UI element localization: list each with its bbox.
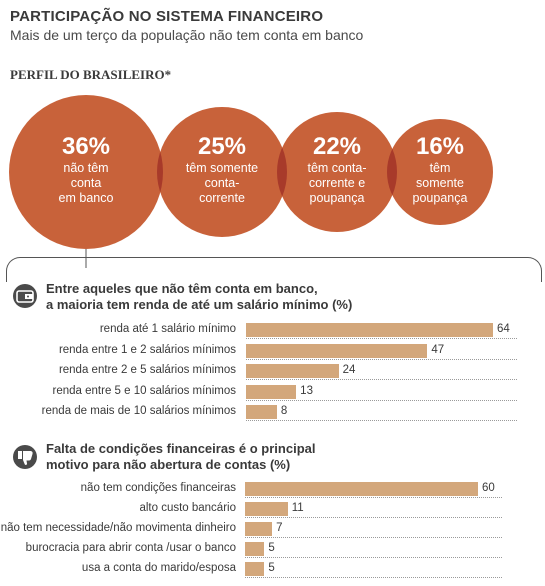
reason-label-5: usa a conta do marido/esposa [81,562,236,574]
income-row-line-2 [246,358,517,360]
income-row-line-5 [246,420,517,421]
reason-label-3: não tem necessidade/não movimenta dinhei… [0,522,236,534]
reason-value-2: 11 [291,502,304,514]
section1-heading: Entre aqueles que não têm conta em banco… [46,281,506,313]
bubble-4 [387,119,493,225]
perfil-title: PERFIL DO BRASILEIRO* [10,67,172,82]
reason-label-4: burocracia para abrir conta /usar o banc… [25,542,236,554]
reason-value-5: 5 [268,562,275,574]
income-label-1: renda até 1 salário mínimo [99,323,236,335]
reason-value-1: 60 [482,482,495,494]
bubble-label-1-line-3: em banco [59,191,114,205]
section-frame [6,257,542,282]
bubble-2 [157,107,287,237]
income-value-1: 64 [497,323,510,335]
section2-heading-line1: Falta de condições financeiras é o princ… [46,441,316,456]
bubble-label-3-line-3: poupança [310,191,365,205]
income-value-5: 8 [280,405,288,417]
bubble-3 [277,112,397,232]
bubble-value-3: 22% [313,133,361,160]
reason-row-line-2 [245,517,502,518]
income-row-line-3 [246,379,517,380]
bubble-label-2-line-1: têm somente [186,161,258,175]
reason-value-3: 7 [276,522,283,534]
income-bar-3 [246,364,339,378]
income-row-line-1 [246,338,517,339]
bubble-label-4-line-2: somente [416,176,464,190]
page-subtitle: Mais de um terço da população não tem co… [10,27,364,43]
bubble-label-3-line-2: corrente e [309,176,365,190]
income-bar-1 [246,323,493,337]
bubble-label-4-line-3: poupança [413,191,468,205]
bubble-label-3-line-1: têm conta- [307,161,366,175]
section1-heading-line2: a maioria tem renda de até um salário mí… [46,297,353,312]
reason-bar-5 [245,562,265,576]
bubble-label-1-line-1: não têm [63,161,108,175]
reason-bar-1 [245,482,478,496]
page-title: PARTICIPAÇÃO NO SISTEMA FINANCEIRO [10,8,324,25]
section2-heading: Falta de condições financeiras é o princ… [46,441,506,473]
income-label-2: renda entre 1 e 2 salários mínimos [58,343,236,356]
bubble-label-2-line-2: conta- [205,176,240,190]
bubble-value-1: 36% [62,133,110,160]
reason-value-4: 5 [268,542,275,554]
income-row-line-4 [246,399,517,401]
reason-bar-3 [245,522,273,536]
bubble-label-1-line-2: conta [71,176,102,190]
section1-heading-line1: Entre aqueles que não têm conta em banco… [46,281,318,296]
bubble-label-2-line-3: corrente [199,191,245,205]
income-value-4: 13 [300,384,313,397]
income-value-3: 24 [342,364,356,376]
reason-row-line-1 [245,497,502,498]
income-bar-5 [246,405,277,419]
bubble-value-2: 25% [198,133,246,160]
reason-row-line-5 [245,577,502,578]
reason-bar-2 [245,502,288,516]
bubble-value-4: 16% [416,133,464,160]
thumbs-down-icon [13,445,37,469]
reason-row-line-3 [245,537,502,538]
bubble-label-4-line-1: têm [430,161,451,175]
reason-label-1: não tem condições financeiras [80,482,236,494]
income-bar-4 [246,384,297,399]
income-label-3: renda entre 2 e 5 salários mínimos [58,364,236,376]
income-value-2: 47 [431,343,445,356]
reason-label-2: alto custo bancário [139,502,236,514]
income-label-4: renda entre 5 e 10 salários mínimos [52,384,236,397]
income-label-5: renda de mais de 10 salários mínimos [41,405,236,417]
wallet-icon [13,284,37,308]
reason-bar-4 [245,542,265,556]
section2-heading-line2: motivo para não abertura de contas (%) [46,457,291,472]
reason-row-line-4 [245,557,502,558]
income-bar-2 [246,343,428,358]
bubble-1 [9,95,163,249]
